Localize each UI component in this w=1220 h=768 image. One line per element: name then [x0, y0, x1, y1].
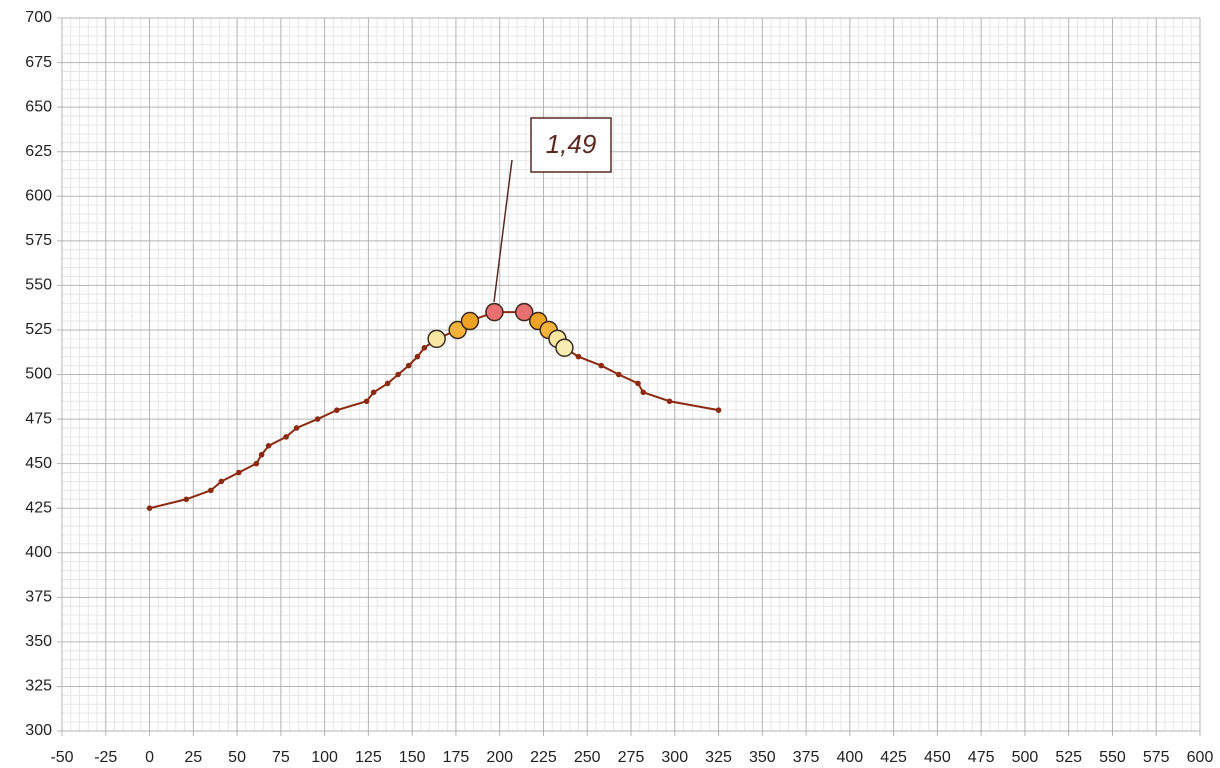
point — [427, 329, 446, 349]
x-tick-label: 0 — [145, 749, 154, 766]
x-tick-label: 125 — [355, 749, 382, 766]
y-tick-label: 325 — [25, 678, 52, 695]
point — [514, 302, 534, 322]
point — [615, 371, 622, 378]
point — [370, 389, 377, 396]
y-tick-label: 450 — [25, 455, 52, 472]
annotation-leader — [493, 159, 513, 303]
x-tick-label: 50 — [228, 749, 246, 766]
y-tick-label: 400 — [25, 544, 52, 561]
x-tick-label: 75 — [272, 749, 290, 766]
point — [666, 398, 673, 405]
point — [265, 443, 272, 449]
point — [258, 451, 265, 458]
x-tick-label: 375 — [793, 749, 820, 766]
point — [236, 469, 242, 476]
x-tick-label: 450 — [924, 749, 951, 766]
x-tick-label: 500 — [1012, 749, 1039, 766]
x-tick-label: 100 — [311, 749, 338, 766]
y-tick-label: 350 — [25, 633, 52, 650]
x-tick-label: 150 — [399, 749, 426, 766]
y-tick-label: 525 — [25, 321, 52, 338]
point — [485, 302, 504, 322]
point — [448, 320, 467, 340]
x-tick-label: 575 — [1143, 749, 1170, 766]
point — [183, 496, 190, 503]
point — [715, 407, 722, 413]
point — [421, 344, 428, 351]
y-tick-label: 500 — [25, 366, 52, 383]
y-tick-label: 550 — [25, 277, 52, 294]
point — [253, 460, 260, 467]
x-tick-label: -50 — [50, 749, 73, 766]
x-tick-label: 550 — [1099, 749, 1126, 766]
x-tick-label: 400 — [836, 749, 863, 766]
y-tick-label: 575 — [25, 232, 52, 249]
y-tick-label: 600 — [25, 187, 52, 204]
point — [555, 338, 574, 358]
y-tick-label: 650 — [25, 98, 52, 115]
plot — [146, 302, 722, 511]
y-tick-label: 700 — [25, 9, 52, 26]
x-tick-label: 225 — [530, 749, 557, 766]
y-tick-label: 475 — [25, 410, 52, 427]
point — [635, 380, 641, 387]
x-tick-label: 175 — [443, 749, 470, 766]
point — [405, 362, 412, 369]
point — [460, 311, 480, 331]
point — [293, 425, 300, 431]
y-tick-label: 375 — [25, 589, 52, 606]
grid: -50 -25 0 25 50 75 100 125 150 175 200 225 250 275 300… — [25, 9, 1213, 766]
x-tick-label: 525 — [1055, 749, 1082, 766]
point — [283, 434, 289, 440]
point — [640, 389, 647, 396]
point — [384, 380, 391, 387]
x-tick-label: -25 — [94, 749, 117, 766]
x-tick-label: 275 — [618, 749, 645, 766]
x-tick-label: 425 — [880, 749, 907, 766]
x-tick-label: 350 — [749, 749, 776, 766]
point — [334, 407, 340, 413]
point — [363, 398, 370, 405]
y-tick-label: 425 — [25, 499, 52, 516]
point — [218, 478, 225, 485]
x-tick-label: 300 — [661, 749, 688, 766]
point — [575, 353, 582, 360]
y-tick-label: 625 — [25, 143, 52, 160]
x-tick-label: 475 — [968, 749, 995, 766]
x-tick-label: 325 — [705, 749, 732, 766]
point — [395, 371, 401, 378]
point — [414, 353, 421, 360]
x-tick-label: 200 — [486, 749, 513, 766]
x-tick-label: 250 — [574, 749, 601, 766]
annotation: 1,49 — [546, 129, 597, 159]
point — [146, 505, 153, 511]
x-tick-label: 600 — [1187, 749, 1214, 766]
y-tick-label: 675 — [25, 54, 52, 71]
point — [314, 416, 321, 422]
point — [208, 487, 214, 494]
annotation-box — [530, 117, 612, 173]
point — [598, 362, 605, 369]
y-tick-label: 300 — [25, 722, 52, 739]
x-tick-label: 25 — [184, 749, 202, 766]
